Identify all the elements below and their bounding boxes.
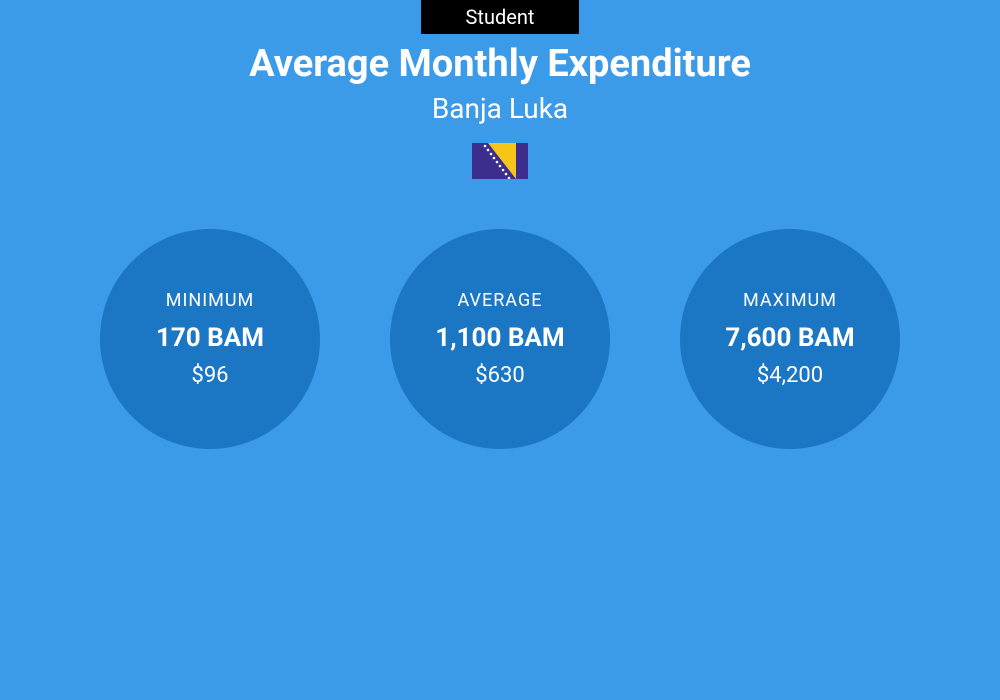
tag-label: Student — [466, 5, 535, 29]
stat-usd: $96 — [191, 363, 228, 388]
stat-label: MINIMUM — [166, 290, 254, 311]
stat-value: 1,100 BAM — [435, 323, 564, 353]
stat-value: 170 BAM — [156, 323, 264, 353]
stats-row: MINIMUM 170 BAM $96 AVERAGE 1,100 BAM $6… — [100, 229, 900, 449]
stat-label: MAXIMUM — [743, 290, 837, 311]
stat-usd: $630 — [475, 363, 524, 388]
stat-circle-minimum: MINIMUM 170 BAM $96 — [100, 229, 320, 449]
stat-usd: $4,200 — [757, 363, 823, 388]
stat-label: AVERAGE — [458, 290, 543, 311]
category-tag: Student — [421, 0, 580, 34]
country-flag-icon — [472, 143, 528, 179]
stat-circle-maximum: MAXIMUM 7,600 BAM $4,200 — [680, 229, 900, 449]
main-title: Average Monthly Expenditure — [249, 42, 751, 86]
cityscape-illustration — [0, 470, 1000, 700]
city-subtitle: Banja Luka — [432, 92, 568, 125]
stat-circle-average: AVERAGE 1,100 BAM $630 — [390, 229, 610, 449]
stat-value: 7,600 BAM — [725, 323, 854, 353]
infographic-container: Student Average Monthly Expenditure Banj… — [0, 0, 1000, 700]
